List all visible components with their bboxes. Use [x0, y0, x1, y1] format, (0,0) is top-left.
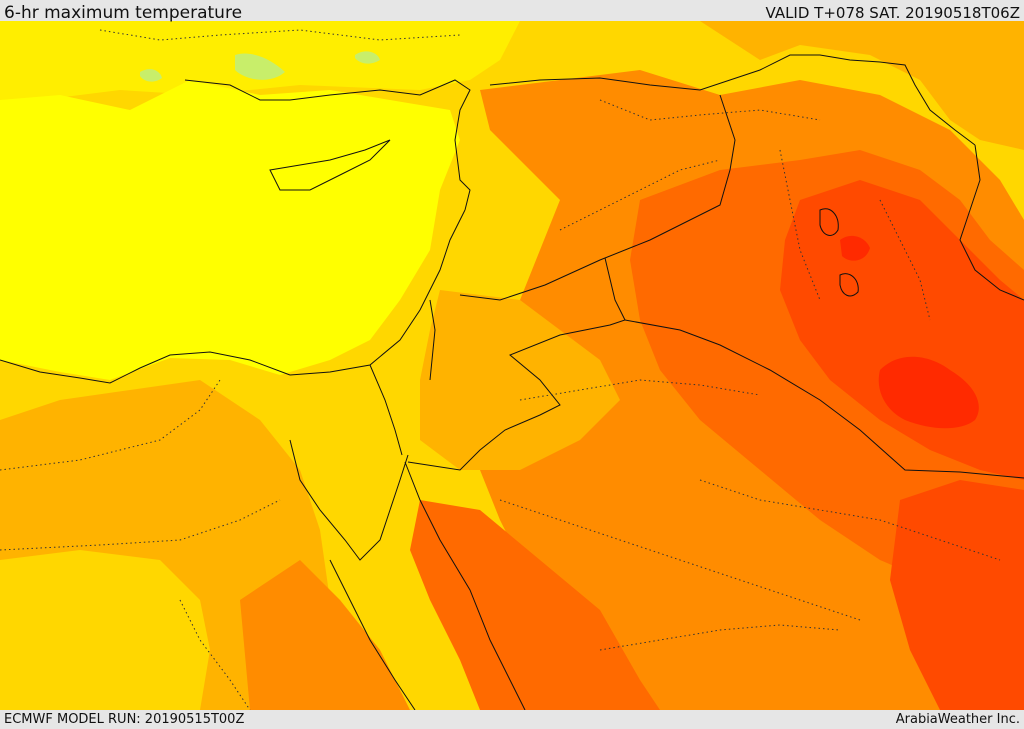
coastline-turkey-south	[184, 79, 471, 211]
lake-razzaza	[819, 208, 839, 236]
coastline-red-sea-west	[329, 559, 416, 710]
temp-zone-jordan-amber	[420, 290, 620, 470]
temp-zone-turkey-amber	[520, 21, 1024, 150]
border-syria-iraq	[459, 94, 736, 301]
cyprus-outline	[269, 139, 391, 191]
title-bar: 6-hr maximum temperature VALID T+078 SAT…	[0, 0, 1024, 23]
border-iraq-saudi	[624, 319, 1024, 479]
temp-zone-mediterranean	[0, 80, 460, 380]
temp-zone-green-patch-2	[355, 51, 380, 64]
credit-label: ArabiaWeather Inc.	[895, 712, 1020, 727]
province-lines	[0, 29, 1001, 710]
border-israel	[369, 364, 403, 456]
model-run-label: ECMWF MODEL RUN: 20190515T00Z	[4, 712, 245, 727]
footer-bar: ECMWF MODEL RUN: 20190515T00Z ArabiaWeat…	[0, 710, 1024, 729]
borders	[0, 54, 1024, 710]
coastline-sinai	[289, 439, 409, 561]
temp-zone-green-patch-3	[140, 69, 162, 82]
temp-zone-redsea-orange	[240, 560, 410, 710]
coastline-red-sea-east	[404, 461, 526, 710]
temp-zone-egypt-gold	[0, 550, 210, 710]
temp-zone-saudi-redorange	[410, 500, 660, 710]
border-turkey-syria	[489, 54, 976, 146]
temp-zone-hot-core	[878, 356, 979, 429]
valid-time-label: VALID T+078 SAT. 20190518T06Z	[765, 4, 1020, 22]
coast-dead-sea	[429, 299, 436, 381]
coastline-levant	[289, 209, 466, 376]
temp-zone-hot-core-2	[840, 235, 870, 261]
border-iraq-iran	[959, 144, 1024, 301]
temp-zone-se-redorange	[890, 480, 1024, 710]
temp-zone-green-patch	[235, 53, 285, 80]
coastline-egypt-north	[0, 351, 291, 384]
map-title: 6-hr maximum temperature	[4, 3, 243, 23]
lake-tharthar	[839, 273, 859, 297]
temperature-map	[0, 21, 1024, 710]
